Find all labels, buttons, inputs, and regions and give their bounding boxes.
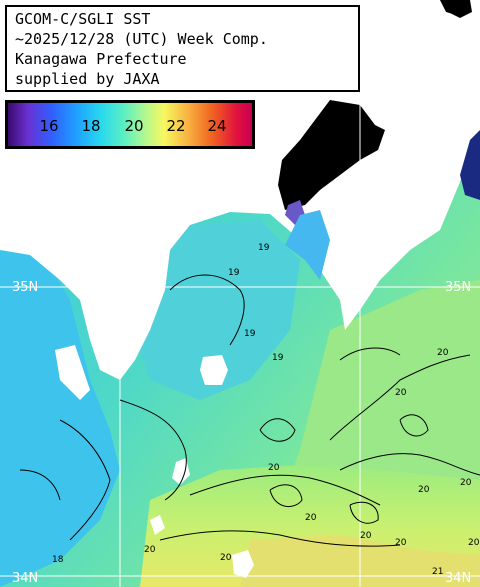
- contour-label: 20: [395, 388, 407, 398]
- title-line-credit: supplied by JAXA: [15, 70, 160, 88]
- title-box: GCOM-C/SGLI SST ~2025/12/28 (UTC) Week C…: [5, 5, 360, 92]
- title-line-region: Kanagawa Prefecture: [15, 50, 187, 68]
- land-izu-tip: [55, 345, 90, 400]
- color-scale-bar: 16 18 20 22 24: [8, 103, 252, 146]
- land-oshima: [200, 355, 228, 385]
- contour-label: 20: [268, 463, 280, 473]
- contour-label: 19: [258, 243, 270, 253]
- contour-label: 20: [220, 553, 232, 563]
- legend-label-22: 22: [166, 117, 186, 135]
- legend-label-20: 20: [124, 117, 144, 135]
- lat-label-35n-right: 35N: [445, 280, 471, 295]
- contour-label: 19: [228, 268, 240, 278]
- contour-label-group: 19 19 19 19 20 20 20 20 20 20 20 20 20 1…: [52, 243, 480, 577]
- contour-label: 20: [418, 485, 430, 495]
- color-legend: 16 18 20 22 24: [4, 99, 256, 150]
- lat-label-34n-right: 34N: [445, 571, 471, 586]
- contour-label: 21: [432, 567, 443, 577]
- contour-label: 20: [395, 538, 407, 548]
- title-line-date: ~2025/12/28 (UTC) Week Comp.: [15, 30, 268, 48]
- contour-label: 18: [52, 555, 64, 565]
- contour-label: 20: [468, 538, 480, 548]
- no-data-corner-icon: [440, 0, 470, 16]
- contour-label: 19: [272, 353, 284, 363]
- no-data-tokyo-bay: [278, 100, 385, 210]
- no-data-boso: [460, 130, 480, 200]
- land-small-island-2: [150, 515, 165, 535]
- lat-label-35n-left: 35N: [12, 280, 38, 295]
- contour-label: 20: [437, 348, 449, 358]
- lat-label-34n-left: 34N: [12, 571, 38, 586]
- contour-label: 19: [244, 329, 256, 339]
- contours: [19, 274, 480, 547]
- contour-label: 20: [360, 531, 372, 541]
- land-small-island-1: [172, 458, 190, 485]
- land-small-island-3: [232, 550, 254, 578]
- legend-label-24: 24: [207, 117, 227, 135]
- legend-label-18: 18: [81, 117, 101, 135]
- contour-label: 20: [460, 478, 472, 488]
- bay-water-2: [285, 210, 330, 280]
- legend-label-16: 16: [39, 117, 59, 135]
- cool-water-west: [0, 250, 120, 587]
- contour-label: 20: [305, 513, 317, 523]
- contour-label: 20: [144, 545, 156, 555]
- title-line-product: GCOM-C/SGLI SST: [15, 10, 151, 28]
